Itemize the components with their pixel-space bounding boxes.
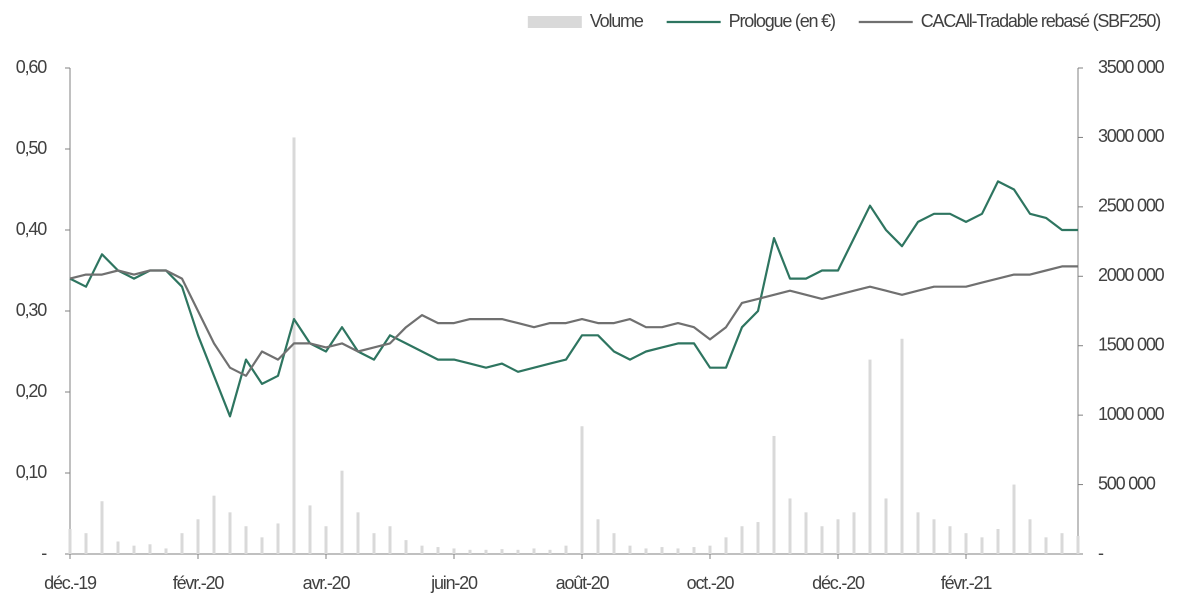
- volume-bar: [644, 548, 648, 554]
- volume-bar: [452, 548, 456, 554]
- volume-bar: [244, 526, 248, 554]
- volume-bar: [772, 435, 776, 554]
- y2-tick-label: 3000 000: [1098, 126, 1165, 146]
- volume-bar: [420, 545, 424, 554]
- volume-bar: [292, 137, 296, 554]
- y-tick-label: 0,50: [16, 138, 47, 158]
- y-tick-label: 0,40: [16, 219, 47, 239]
- volume-bar: [564, 545, 568, 554]
- volume-bar: [660, 547, 664, 554]
- y2-tick-label: -: [1098, 543, 1104, 563]
- volume-bar: [260, 537, 264, 554]
- volume-bar: [388, 526, 392, 554]
- volume-bar: [468, 549, 472, 554]
- volume-bar: [948, 526, 952, 554]
- volume-bar: [228, 512, 232, 554]
- volume-bar: [996, 529, 1000, 554]
- volume-bar: [1012, 484, 1016, 554]
- volume-bar: [1028, 519, 1032, 554]
- price-line: [69, 180, 1078, 418]
- legend-swatch: [527, 16, 582, 28]
- volume-bar: [308, 505, 312, 554]
- volume-bar: [820, 526, 824, 554]
- volume-bar: [884, 498, 888, 554]
- x-tick-label: févr.-21: [941, 573, 993, 593]
- volume-bar: [1076, 535, 1080, 554]
- x-tick-label: avr.-20: [303, 573, 351, 593]
- volume-bar: [1060, 533, 1064, 554]
- volume-bar: [708, 545, 712, 554]
- volume-bar: [116, 541, 120, 554]
- volume-bar: [788, 498, 792, 554]
- y2-tick-label: 1000 000: [1098, 404, 1165, 424]
- volume-bar: [596, 519, 600, 554]
- volume-bar: [532, 548, 536, 554]
- volume-bar: [900, 338, 904, 554]
- volume-bar: [356, 512, 360, 554]
- volume-bar: [340, 470, 344, 554]
- volume-bar: [548, 549, 552, 554]
- y2-tick-label: 2000 000: [1098, 265, 1165, 285]
- volume-bar: [148, 544, 152, 554]
- x-tick-label: oct.-20: [687, 573, 735, 593]
- volume-bar: [180, 533, 184, 554]
- x-tick-label: déc.-19: [44, 573, 97, 593]
- volume-bar: [804, 512, 808, 554]
- volume-bar: [964, 533, 968, 554]
- volume-bar: [932, 519, 936, 554]
- y-tick-label: 0,20: [16, 381, 47, 401]
- y-tick-label: -: [41, 543, 47, 563]
- y2-tick-label: 500 000: [1098, 473, 1156, 493]
- legend-label: Volume: [590, 11, 644, 31]
- legend-label: CACAll-Tradable rebasé (SBF250): [921, 11, 1160, 31]
- y2-tick-label: 2500 000: [1098, 196, 1165, 216]
- x-tick-label: août-20: [556, 573, 610, 593]
- volume-bar: [372, 533, 376, 554]
- y-tick-label: 0,30: [16, 300, 47, 320]
- volume-bar: [836, 519, 840, 554]
- volume-bar: [436, 547, 440, 554]
- volume-bar: [164, 548, 168, 554]
- volume-bar: [1044, 537, 1048, 554]
- volume-bar: [628, 545, 632, 554]
- volume-bar: [516, 549, 520, 554]
- y-tick-label: 0,10: [16, 462, 47, 482]
- y2-tick-label: 3500 000: [1098, 57, 1165, 77]
- volume-bar: [100, 501, 104, 554]
- volume-bar: [724, 537, 728, 554]
- volume-bar: [196, 519, 200, 554]
- volume-bar: [868, 359, 872, 554]
- volume-bar: [68, 529, 72, 554]
- volume-bar: [276, 523, 280, 554]
- volume-bar: [852, 512, 856, 554]
- volume-bar: [404, 540, 408, 554]
- y-tick-label: 0,60: [16, 57, 47, 77]
- volume-bar: [500, 549, 504, 554]
- x-tick-label: févr.-20: [173, 573, 225, 593]
- x-tick-label: déc.-20: [812, 573, 865, 593]
- volume-bar: [612, 533, 616, 554]
- y2-tick-label: 1500 000: [1098, 334, 1165, 354]
- volume-bar: [484, 549, 488, 554]
- x-tick-label: juin-20: [430, 573, 478, 593]
- volume-bar: [692, 547, 696, 554]
- volume-bar: [756, 522, 760, 554]
- volume-bar: [740, 526, 744, 554]
- price-line: [69, 265, 1078, 377]
- volume-bar: [84, 533, 88, 554]
- volume-bar: [676, 548, 680, 554]
- volume-bar: [132, 545, 136, 554]
- volume-bar: [212, 495, 216, 554]
- volume-bar: [324, 526, 328, 554]
- volume-bar: [916, 512, 920, 554]
- volume-bar: [580, 426, 584, 554]
- legend-label: Prologue (en €): [729, 11, 835, 31]
- volume-bar: [980, 537, 984, 554]
